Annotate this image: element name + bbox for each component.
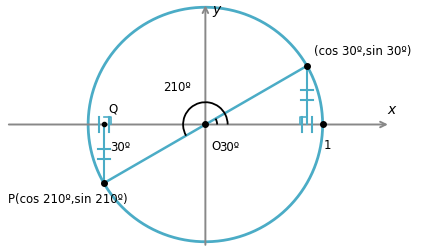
Text: P(cos 210º,sin 210º): P(cos 210º,sin 210º) <box>8 192 128 205</box>
Text: x: x <box>388 104 396 118</box>
Text: O: O <box>211 140 220 153</box>
Text: (cos 30º,sin 30º): (cos 30º,sin 30º) <box>314 45 411 58</box>
Text: 1: 1 <box>324 139 331 152</box>
Text: 210º: 210º <box>164 81 191 94</box>
Text: Q: Q <box>108 102 118 115</box>
Text: 30º: 30º <box>219 141 240 154</box>
Text: y: y <box>212 2 221 17</box>
Text: 30º: 30º <box>110 141 130 154</box>
